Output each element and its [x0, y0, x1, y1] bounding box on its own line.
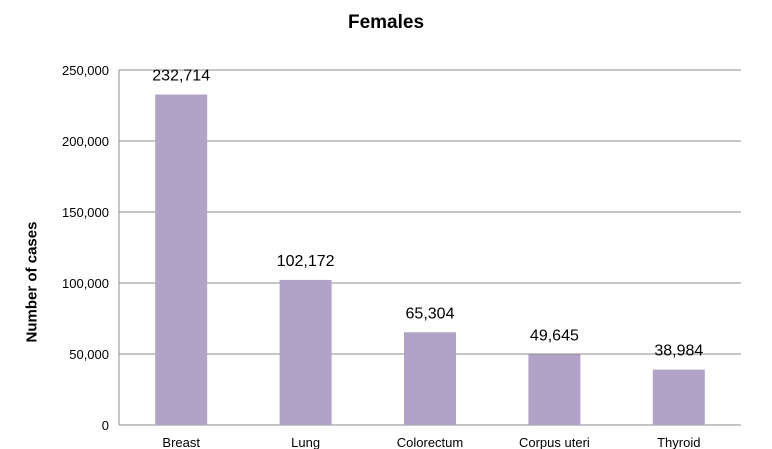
x-tick-label: Lung: [291, 435, 320, 449]
x-tick-label: Corpus uteri: [519, 435, 590, 449]
y-tick-label: 50,000: [69, 347, 109, 362]
x-tick-label: Colorectum: [397, 435, 463, 449]
x-tick-label: Breast: [162, 435, 200, 449]
data-label: 65,304: [406, 305, 455, 322]
y-tick-label: 200,000: [62, 134, 109, 149]
data-label: 232,714: [152, 68, 210, 85]
y-tick-label: 0: [102, 418, 109, 433]
bar: [528, 354, 581, 425]
y-tick-label: 100,000: [62, 276, 109, 291]
chart-title: Females: [347, 12, 425, 33]
bar: [404, 332, 456, 425]
data-label: 38,984: [654, 343, 703, 360]
bar: [279, 279, 332, 425]
data-label: 102,172: [277, 253, 335, 270]
y-tick-label: 150,000: [62, 205, 109, 220]
bar: [155, 94, 208, 426]
x-tick-label: Thyroid: [657, 435, 700, 449]
y-tick-label: 250,000: [62, 63, 109, 78]
bar: [652, 369, 705, 425]
data-label: 49,645: [530, 328, 579, 345]
